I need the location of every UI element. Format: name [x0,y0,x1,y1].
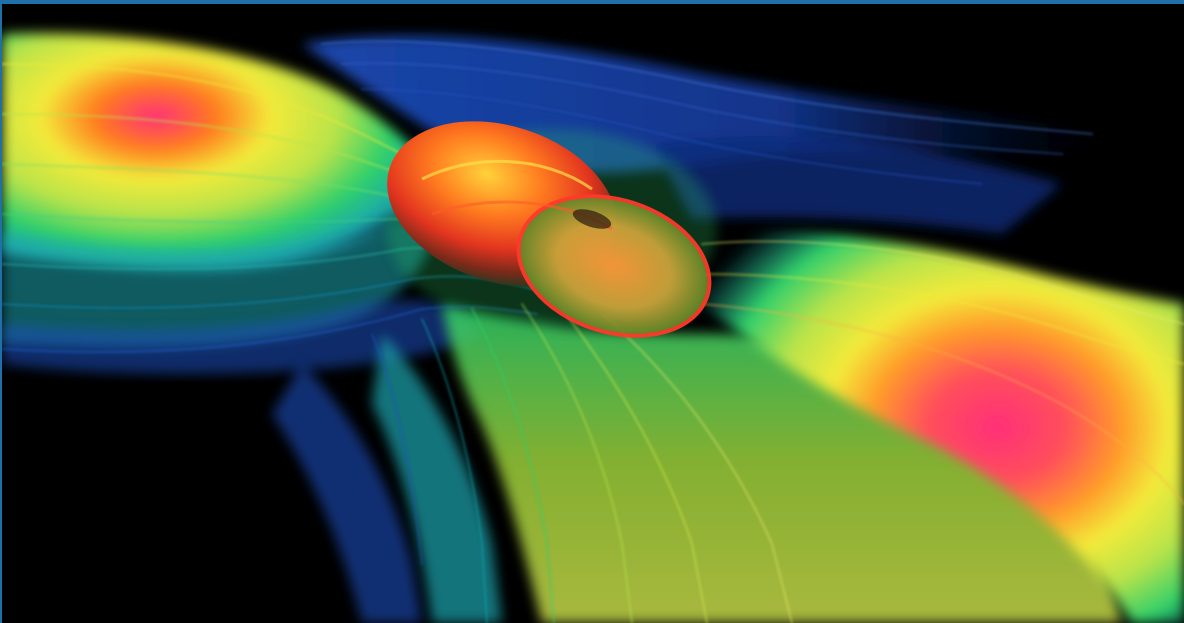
central-merging-object [387,121,717,338]
gravitational-wave-simulation-image [2,4,1184,623]
bottom-wave-fan [272,304,1122,623]
left-wave-lobe [2,33,482,374]
